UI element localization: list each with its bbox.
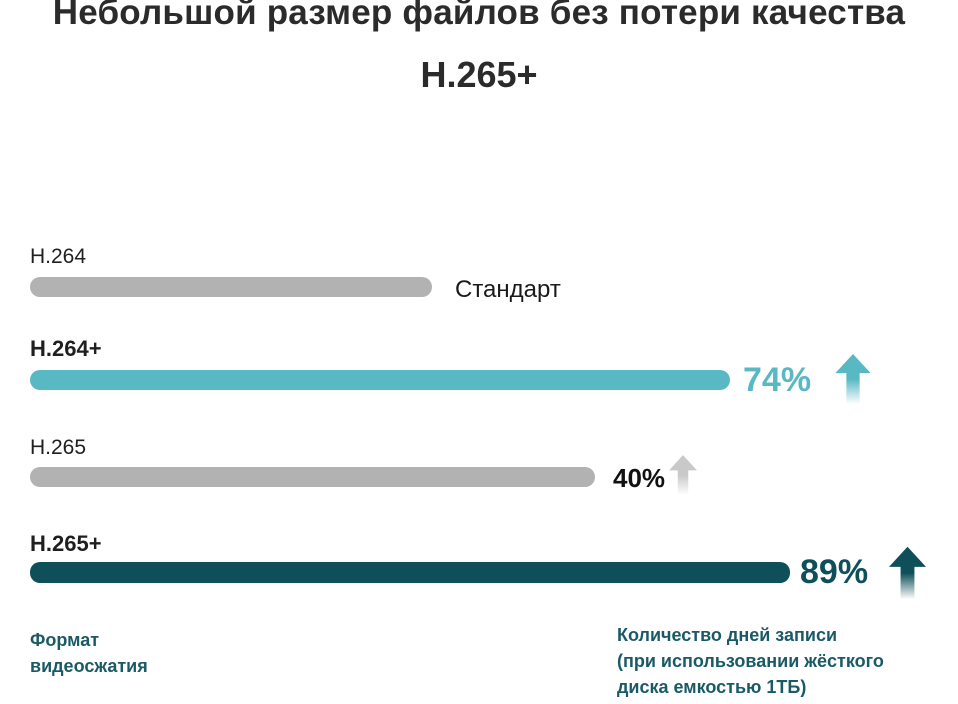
- bar-label-h265plus: H.265+: [30, 531, 102, 556]
- bar-h264plus: [30, 370, 730, 390]
- increase-arrow-icon: [669, 455, 697, 495]
- bar-label-h265: H.265: [30, 436, 87, 459]
- value-label-standard: Стандарт: [455, 276, 561, 303]
- page-subtitle: H.265+: [420, 54, 538, 95]
- axis-label-days-line2: (при использовании жёсткого: [617, 651, 884, 671]
- axis-label-days: Количество дней записи (при использовани…: [617, 622, 884, 700]
- value-label-40: 40%: [613, 463, 666, 493]
- page-title: Небольшой размер файлов без потери качес…: [52, 0, 906, 32]
- bar-h265: [30, 467, 595, 487]
- bar-label-h264plus: H.264+: [30, 336, 102, 361]
- axis-label-format-line1: Формат: [30, 630, 100, 650]
- axis-label-days-line3: диска емкостью 1ТБ): [617, 677, 807, 697]
- bar-h264: [30, 277, 432, 297]
- increase-arrow-icon: [835, 354, 871, 404]
- value-label-89: 89%: [800, 553, 869, 591]
- increase-arrow-icon: [889, 546, 926, 600]
- axis-label-format-line2: видеосжатия: [30, 656, 148, 676]
- value-label-74: 74%: [743, 361, 812, 399]
- bar-h265plus: [30, 562, 790, 583]
- bar-label-h264: H.264: [30, 245, 87, 268]
- axis-label-days-line1: Количество дней записи: [617, 625, 838, 645]
- axis-label-format: Формат видеосжатия: [30, 627, 148, 679]
